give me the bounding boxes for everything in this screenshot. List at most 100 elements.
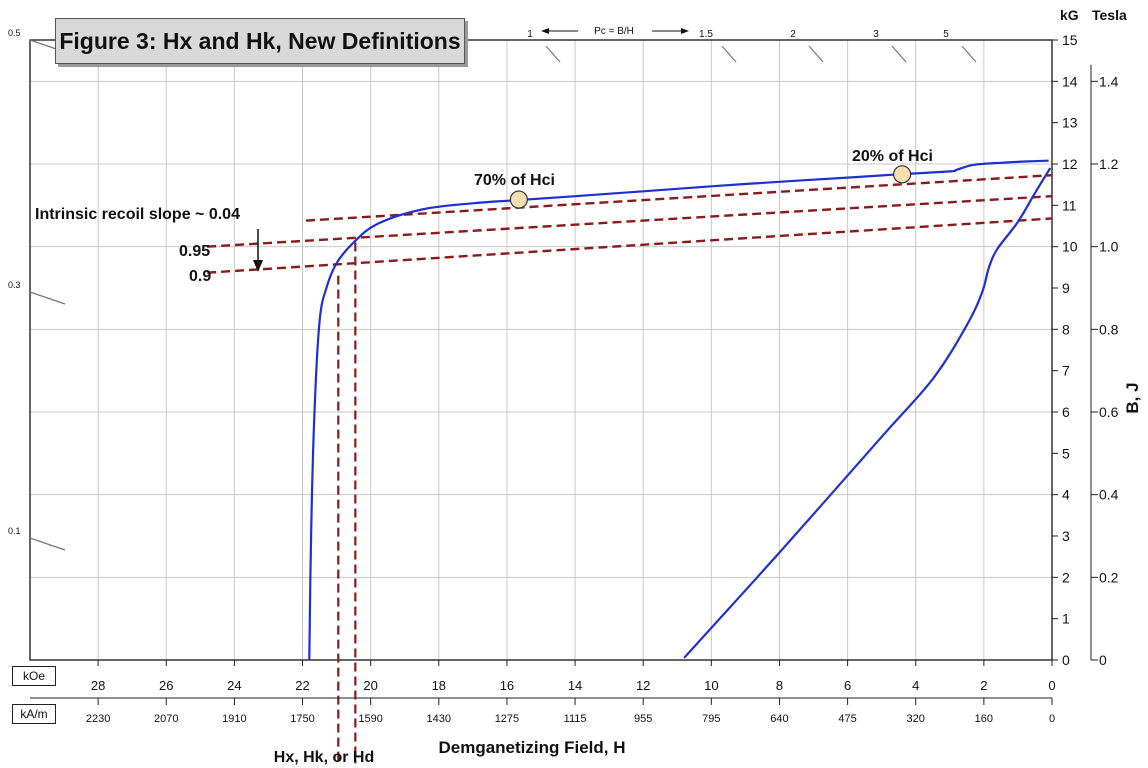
x-tick-label-kam: 475 bbox=[838, 713, 856, 725]
y-tick-label-tesla: 1.0 bbox=[1099, 239, 1119, 255]
y-tick-label-tesla: 0 bbox=[1099, 652, 1107, 668]
y-tick-label-kg: 9 bbox=[1062, 280, 1070, 296]
x-tick-label-koe: 2 bbox=[980, 678, 987, 693]
recoil-arrow bbox=[253, 229, 263, 272]
pc-tick bbox=[808, 45, 824, 63]
grid bbox=[29, 40, 1053, 661]
x-tick-label-kam: 2230 bbox=[86, 713, 110, 725]
y-tick-label-tesla: 1.2 bbox=[1099, 156, 1119, 172]
x-unit-secondary: kA/m bbox=[12, 704, 56, 724]
pc-tick-label: 5 bbox=[943, 29, 949, 40]
y-tick-label-kg: 4 bbox=[1062, 487, 1070, 503]
left-scale-label: 0.1 bbox=[8, 526, 21, 536]
x-tick-label-kam: 640 bbox=[770, 713, 788, 725]
x-tick-label-koe: 14 bbox=[568, 678, 582, 693]
chart-title: Figure 3: Hx and Hk, New Definitions bbox=[55, 18, 465, 64]
left-scale-tick bbox=[29, 291, 66, 305]
x-tick-label-kam: 1590 bbox=[358, 713, 382, 725]
y-tick-label-kg: 10 bbox=[1062, 239, 1078, 255]
x-tick-label-koe: 12 bbox=[636, 678, 650, 693]
pc-tick-label: 2 bbox=[790, 29, 796, 40]
x-tick-label-koe: 16 bbox=[500, 678, 514, 693]
series-normal-curve bbox=[683, 167, 1052, 659]
ratio-label-09: 0.9 bbox=[189, 268, 211, 285]
y-axis-label: B, J bbox=[1123, 382, 1142, 413]
pc-tick-label: 1.5 bbox=[699, 29, 713, 40]
y-tick-label-tesla: 0.2 bbox=[1099, 569, 1119, 585]
x-tick-label-kam: 160 bbox=[975, 713, 993, 725]
x-tick-label-koe: 8 bbox=[776, 678, 783, 693]
reference-line bbox=[305, 173, 1052, 222]
marker-label-70: 70% of Hci bbox=[474, 172, 555, 189]
reference-line bbox=[207, 217, 1052, 274]
x-tick-label-koe: 10 bbox=[704, 678, 718, 693]
reference-lines bbox=[207, 173, 1052, 274]
y-tick-label-kg: 7 bbox=[1062, 363, 1070, 379]
x-unit-primary: kOe bbox=[12, 666, 56, 686]
x-tick-label-koe: 6 bbox=[844, 678, 851, 693]
x-tick-label-koe: 24 bbox=[227, 678, 241, 693]
y-tick-label-kg: 8 bbox=[1062, 321, 1070, 337]
plot-frame bbox=[29, 39, 1053, 661]
series-intrinsic-curve bbox=[308, 159, 1049, 660]
curves bbox=[308, 159, 1052, 660]
x-tick-label-koe: 4 bbox=[912, 678, 919, 693]
x-tick-label-kam: 2070 bbox=[154, 713, 178, 725]
recoil-slope-label: Intrinsic recoil slope ~ 0.04 bbox=[35, 206, 240, 223]
marker-label-20: 20% of Hci bbox=[852, 148, 933, 165]
y-tick-label-kg: 14 bbox=[1062, 73, 1078, 89]
pc-tick-label: 1 bbox=[527, 29, 533, 40]
y-tick-label-kg: 15 bbox=[1062, 32, 1078, 48]
pc-tick bbox=[961, 45, 977, 63]
y-tick-label-kg: 3 bbox=[1062, 528, 1070, 544]
y-unit-primary: kG bbox=[1060, 7, 1079, 23]
x-tick-label-koe: 18 bbox=[432, 678, 446, 693]
x-tick-label-kam: 1115 bbox=[564, 713, 587, 725]
x-tick-label-kam: 1430 bbox=[427, 713, 451, 725]
left-scale-label: 0.5 bbox=[8, 28, 21, 38]
x-tick-label-koe: 28 bbox=[91, 678, 105, 693]
y-tick-label-kg: 11 bbox=[1062, 197, 1077, 213]
y-tick-label-kg: 6 bbox=[1062, 404, 1070, 420]
pc-caption: Pc = B/H bbox=[594, 26, 634, 37]
x-tick-label-koe: 26 bbox=[159, 678, 173, 693]
pc-tick bbox=[721, 45, 737, 63]
pc-tick bbox=[891, 45, 907, 63]
y-tick-label-kg: 5 bbox=[1062, 445, 1070, 461]
hci-marker bbox=[509, 190, 528, 209]
x-tick-label-kam: 0 bbox=[1049, 713, 1055, 725]
y-tick-label-kg: 1 bbox=[1062, 611, 1070, 627]
markers bbox=[509, 165, 912, 209]
h-label: Hx, Hk, or Hd bbox=[274, 749, 374, 766]
x-tick-label-kam: 1275 bbox=[495, 713, 519, 725]
y-tick-label-kg: 2 bbox=[1062, 569, 1070, 585]
x-tick-label-kam: 320 bbox=[907, 713, 925, 725]
x-tick-label-koe: 22 bbox=[295, 678, 309, 693]
pc-tick bbox=[545, 45, 561, 63]
y-tick-label-kg: 13 bbox=[1062, 115, 1078, 131]
vertical-markers bbox=[337, 242, 357, 764]
x-tick-label-kam: 955 bbox=[634, 713, 652, 725]
pc-tick-label: 3 bbox=[873, 29, 879, 40]
y-tick-label-tesla: 1.4 bbox=[1099, 73, 1119, 89]
y-tick-label-tesla: 0.6 bbox=[1099, 404, 1119, 420]
pc-scale: 1 1.5 2 3 5 bbox=[527, 29, 977, 63]
x-tick-label-kam: 795 bbox=[702, 713, 720, 725]
x-tick-label-koe: 0 bbox=[1048, 678, 1055, 693]
x-tick-label-kam: 1910 bbox=[222, 713, 246, 725]
reference-line bbox=[207, 194, 1052, 248]
y-axis: 012345678910111213141500.20.40.60.81.01.… bbox=[1052, 32, 1119, 668]
x-tick-label-kam: 1750 bbox=[290, 713, 314, 725]
y-tick-label-tesla: 0.8 bbox=[1099, 321, 1119, 337]
x-tick-label-koe: 20 bbox=[363, 678, 377, 693]
ratio-label-095: 0.95 bbox=[179, 243, 210, 260]
y-tick-label-kg: 0 bbox=[1062, 652, 1070, 668]
left-scale: 0.5 0.3 0.1 bbox=[8, 28, 66, 551]
hci-marker bbox=[893, 165, 912, 184]
y-tick-label-kg: 12 bbox=[1062, 156, 1078, 172]
y-unit-secondary: Tesla bbox=[1092, 7, 1127, 23]
x-axis-label: Demganetizing Field, H bbox=[438, 738, 625, 757]
pc-arrows bbox=[541, 28, 689, 34]
